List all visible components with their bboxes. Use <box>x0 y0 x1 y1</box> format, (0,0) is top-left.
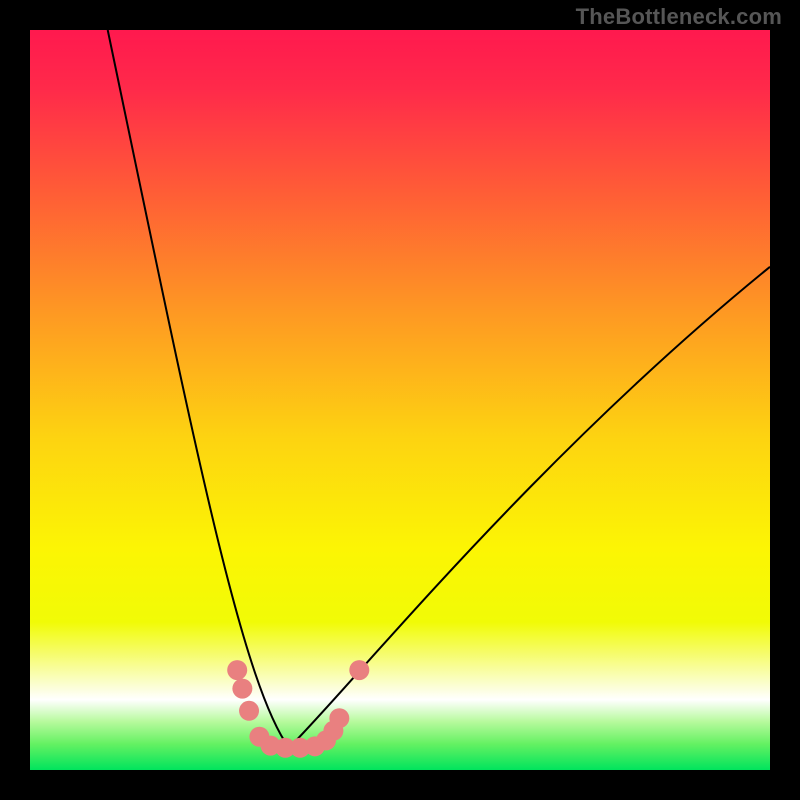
marker-point <box>329 708 349 728</box>
chart-root: TheBottleneck.com <box>0 0 800 800</box>
marker-point <box>239 701 259 721</box>
chart-svg <box>0 0 800 800</box>
marker-point <box>227 660 247 680</box>
marker-point <box>232 679 252 699</box>
marker-point <box>349 660 369 680</box>
plot-background <box>30 30 770 770</box>
watermark-label: TheBottleneck.com <box>576 4 782 30</box>
